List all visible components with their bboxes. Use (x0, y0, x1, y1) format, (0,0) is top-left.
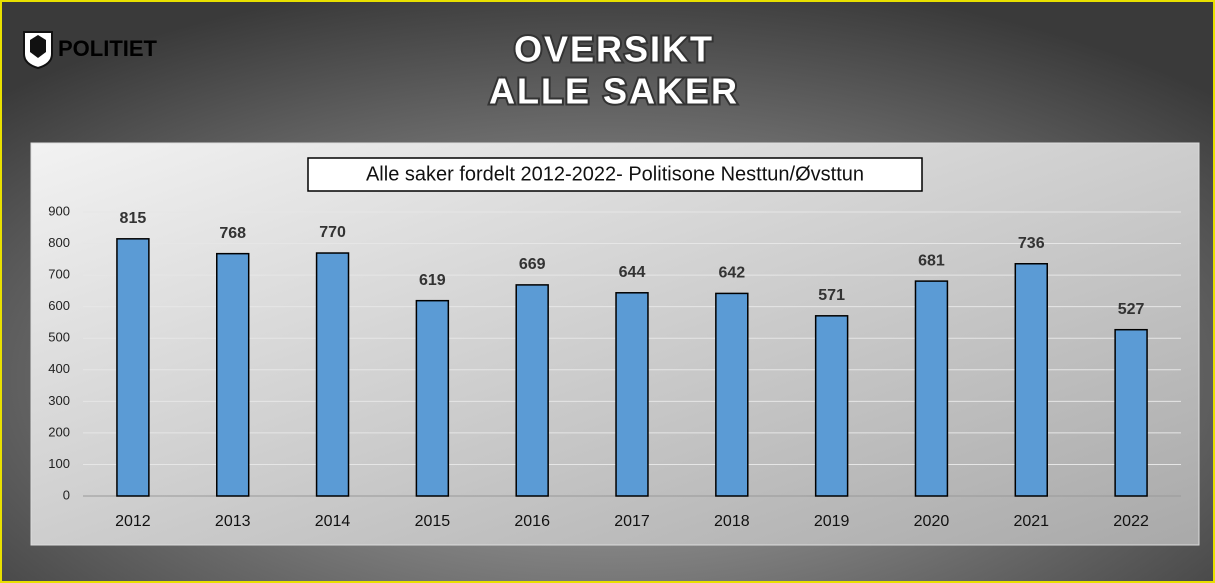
y-tick-label: 600 (48, 298, 70, 313)
bar (1114, 328, 1148, 497)
y-tick-label: 0 (63, 487, 70, 502)
bar (814, 315, 849, 497)
data-label: 768 (219, 225, 246, 242)
data-label: 770 (319, 224, 346, 241)
logo-text: POLITIET (58, 36, 158, 61)
x-tick-label: 2017 (614, 513, 650, 530)
data-label: 527 (1118, 301, 1145, 318)
bar (315, 252, 350, 497)
slide-title: OVERSIKT (514, 29, 714, 70)
y-tick-label: 800 (48, 235, 70, 250)
slide-title: ALLE SAKER (489, 71, 739, 112)
y-tick-label: 900 (48, 203, 70, 218)
x-tick-label: 2022 (1113, 513, 1149, 530)
data-label: 669 (519, 256, 546, 273)
x-tick-label: 2021 (1013, 513, 1049, 530)
x-tick-label: 2016 (514, 513, 550, 530)
x-tick-label: 2020 (914, 513, 950, 530)
bar (1014, 263, 1048, 497)
data-label: 619 (419, 272, 446, 289)
bar (715, 292, 749, 497)
y-tick-label: 500 (48, 330, 70, 345)
y-tick-label: 300 (48, 393, 70, 408)
data-label: 736 (1018, 235, 1045, 252)
x-tick-label: 2014 (315, 513, 351, 530)
chart-title-box (307, 157, 923, 192)
x-tick-label: 2015 (415, 513, 451, 530)
y-tick-label: 700 (48, 267, 70, 282)
logo-icon (23, 31, 53, 70)
data-label: 681 (918, 252, 945, 269)
data-label: 571 (818, 287, 845, 304)
data-label: 815 (120, 210, 147, 227)
x-tick-label: 2012 (115, 513, 151, 530)
y-tick-label: 200 (48, 424, 70, 439)
bar (914, 280, 949, 497)
x-tick-label: 2013 (215, 513, 251, 530)
data-label: 642 (718, 265, 745, 282)
bar (615, 292, 649, 497)
bar (216, 252, 250, 497)
bar (515, 284, 549, 497)
x-tick-label: 2019 (814, 513, 850, 530)
y-tick-label: 100 (48, 456, 70, 471)
data-label: 644 (619, 264, 646, 281)
bar (415, 299, 450, 497)
chart-title: Alle saker fordelt 2012-2022- Politisone… (366, 163, 864, 185)
x-tick-label: 2018 (714, 513, 750, 530)
y-tick-label: 400 (48, 361, 70, 376)
bar (116, 238, 150, 497)
